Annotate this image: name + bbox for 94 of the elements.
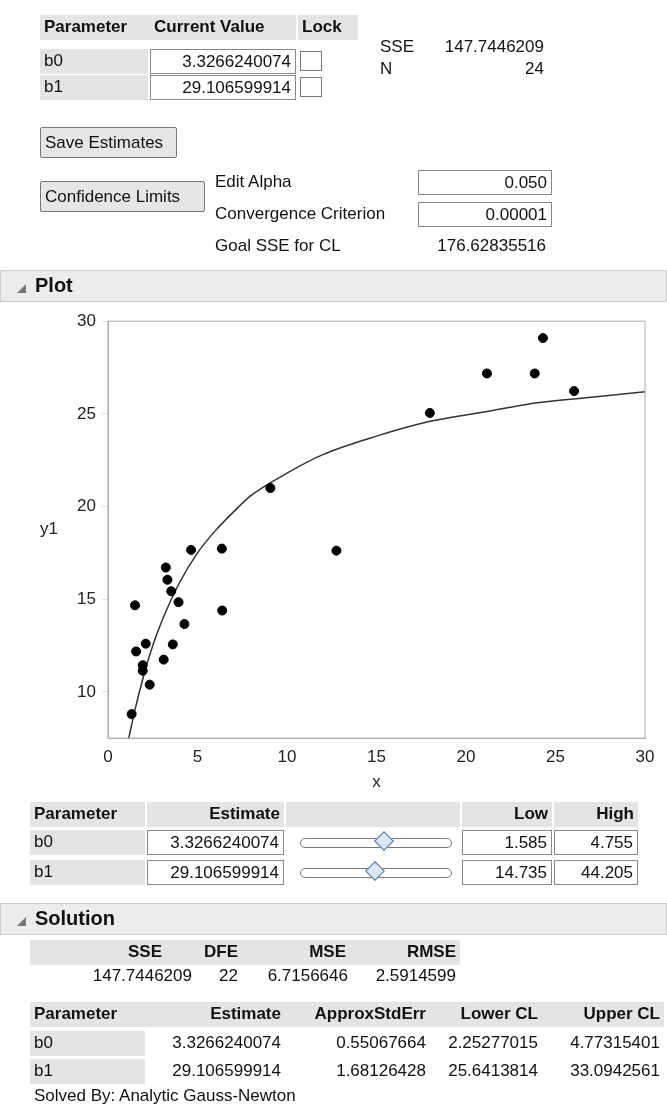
point — [179, 619, 190, 630]
y-tick-label: 30 — [77, 310, 96, 330]
text: 3.3266240074 — [171, 1032, 282, 1054]
text: Solved By: Analytic Gauss-Newton — [33, 1085, 297, 1107]
text: 3.3266240074 — [147, 830, 284, 855]
text: Goal SSE for CL — [214, 235, 342, 257]
x-tick-label: 20 — [456, 747, 476, 767]
text: 29.106599914 — [150, 75, 296, 100]
x-tick-label: 30 — [635, 747, 655, 767]
text: b1 — [30, 1059, 145, 1084]
text: SSE — [379, 36, 416, 58]
text: 25.6413814 — [447, 1060, 539, 1082]
text: b0 — [30, 1031, 145, 1056]
point — [173, 597, 184, 608]
x-tick-label: 25 — [546, 747, 565, 767]
x-tick-label: 10 — [277, 747, 297, 767]
text: b1 — [40, 75, 148, 100]
text: Low — [462, 802, 552, 827]
text: N — [379, 58, 394, 80]
text: MSE — [242, 940, 350, 965]
text: Edit Alpha — [214, 171, 293, 193]
text: 147.7446209 — [443, 36, 545, 58]
text: 29.106599914 — [147, 860, 284, 885]
text: Estimate — [147, 802, 284, 827]
point — [158, 654, 169, 665]
text: Parameter — [30, 1002, 145, 1027]
y-tick-label: 25 — [77, 403, 96, 423]
text: 4.77315401 — [569, 1032, 661, 1054]
point — [424, 407, 435, 418]
point — [144, 679, 155, 690]
point — [217, 605, 228, 616]
point — [160, 562, 171, 573]
text: 147.7446209 — [91, 965, 193, 987]
text: SSE — [30, 940, 166, 965]
text: 22 — [218, 965, 239, 987]
text: Current Value — [150, 15, 296, 40]
point — [529, 368, 540, 379]
text: High — [554, 802, 638, 827]
text: 1.68126428 — [335, 1060, 427, 1082]
x-tick-label: 0 — [103, 747, 113, 767]
text: b0 — [40, 49, 148, 74]
text: 44.205 — [554, 860, 638, 885]
y-tick-label: 15 — [77, 588, 96, 608]
text: DFE — [166, 940, 242, 965]
point — [131, 646, 142, 657]
text: 6.7156646 — [266, 965, 349, 987]
point — [481, 368, 492, 379]
text: Confidence Limits — [40, 181, 205, 212]
text: Convergence Criterion — [214, 203, 387, 225]
text: 4.755 — [554, 830, 638, 855]
text: 0.050 — [418, 170, 552, 195]
point — [216, 543, 227, 554]
text: Parameter — [30, 802, 145, 827]
text: 0.55067664 — [335, 1032, 427, 1054]
point — [569, 386, 580, 397]
text: RMSE — [350, 940, 460, 965]
text: 176.62835516 — [436, 235, 547, 257]
text: 14.735 — [462, 860, 552, 885]
chart-title: Plot — [35, 274, 73, 297]
text: Solution — [35, 907, 115, 930]
text: Lock — [298, 15, 358, 40]
text: 2.25277015 — [447, 1032, 539, 1054]
point — [167, 639, 178, 650]
text: Lower CL — [430, 1002, 542, 1027]
point — [162, 574, 173, 585]
point — [331, 545, 342, 556]
y-tick-label: 20 — [77, 496, 96, 516]
x-axis-title: x — [372, 772, 382, 792]
point — [166, 586, 177, 597]
text: ApproxStdErr — [285, 1002, 430, 1027]
line-series — [128, 390, 645, 739]
text: 3.3266240074 — [150, 49, 296, 74]
point — [186, 544, 197, 555]
point — [140, 638, 151, 649]
point — [537, 333, 548, 344]
point — [265, 483, 276, 493]
text: 33.0942561 — [569, 1060, 661, 1082]
text: 2.5914599 — [374, 965, 457, 987]
text: Parameter — [40, 15, 150, 40]
text: 29.106599914 — [171, 1060, 282, 1082]
y-axis-title: y1 — [40, 519, 58, 539]
text: 0.00001 — [418, 202, 552, 227]
text: Upper CL — [542, 1002, 664, 1027]
point — [130, 600, 141, 611]
x-tick-label: 15 — [367, 747, 386, 767]
text: b0 — [30, 830, 145, 855]
text: b1 — [30, 860, 145, 885]
point — [126, 709, 137, 720]
text: 24 — [524, 58, 545, 80]
y-tick-label: 10 — [77, 681, 96, 701]
x-tick-label: 5 — [192, 747, 203, 767]
text: Save Estimates — [40, 127, 177, 158]
text: 1.585 — [462, 830, 552, 855]
text: Estimate — [145, 1002, 285, 1027]
